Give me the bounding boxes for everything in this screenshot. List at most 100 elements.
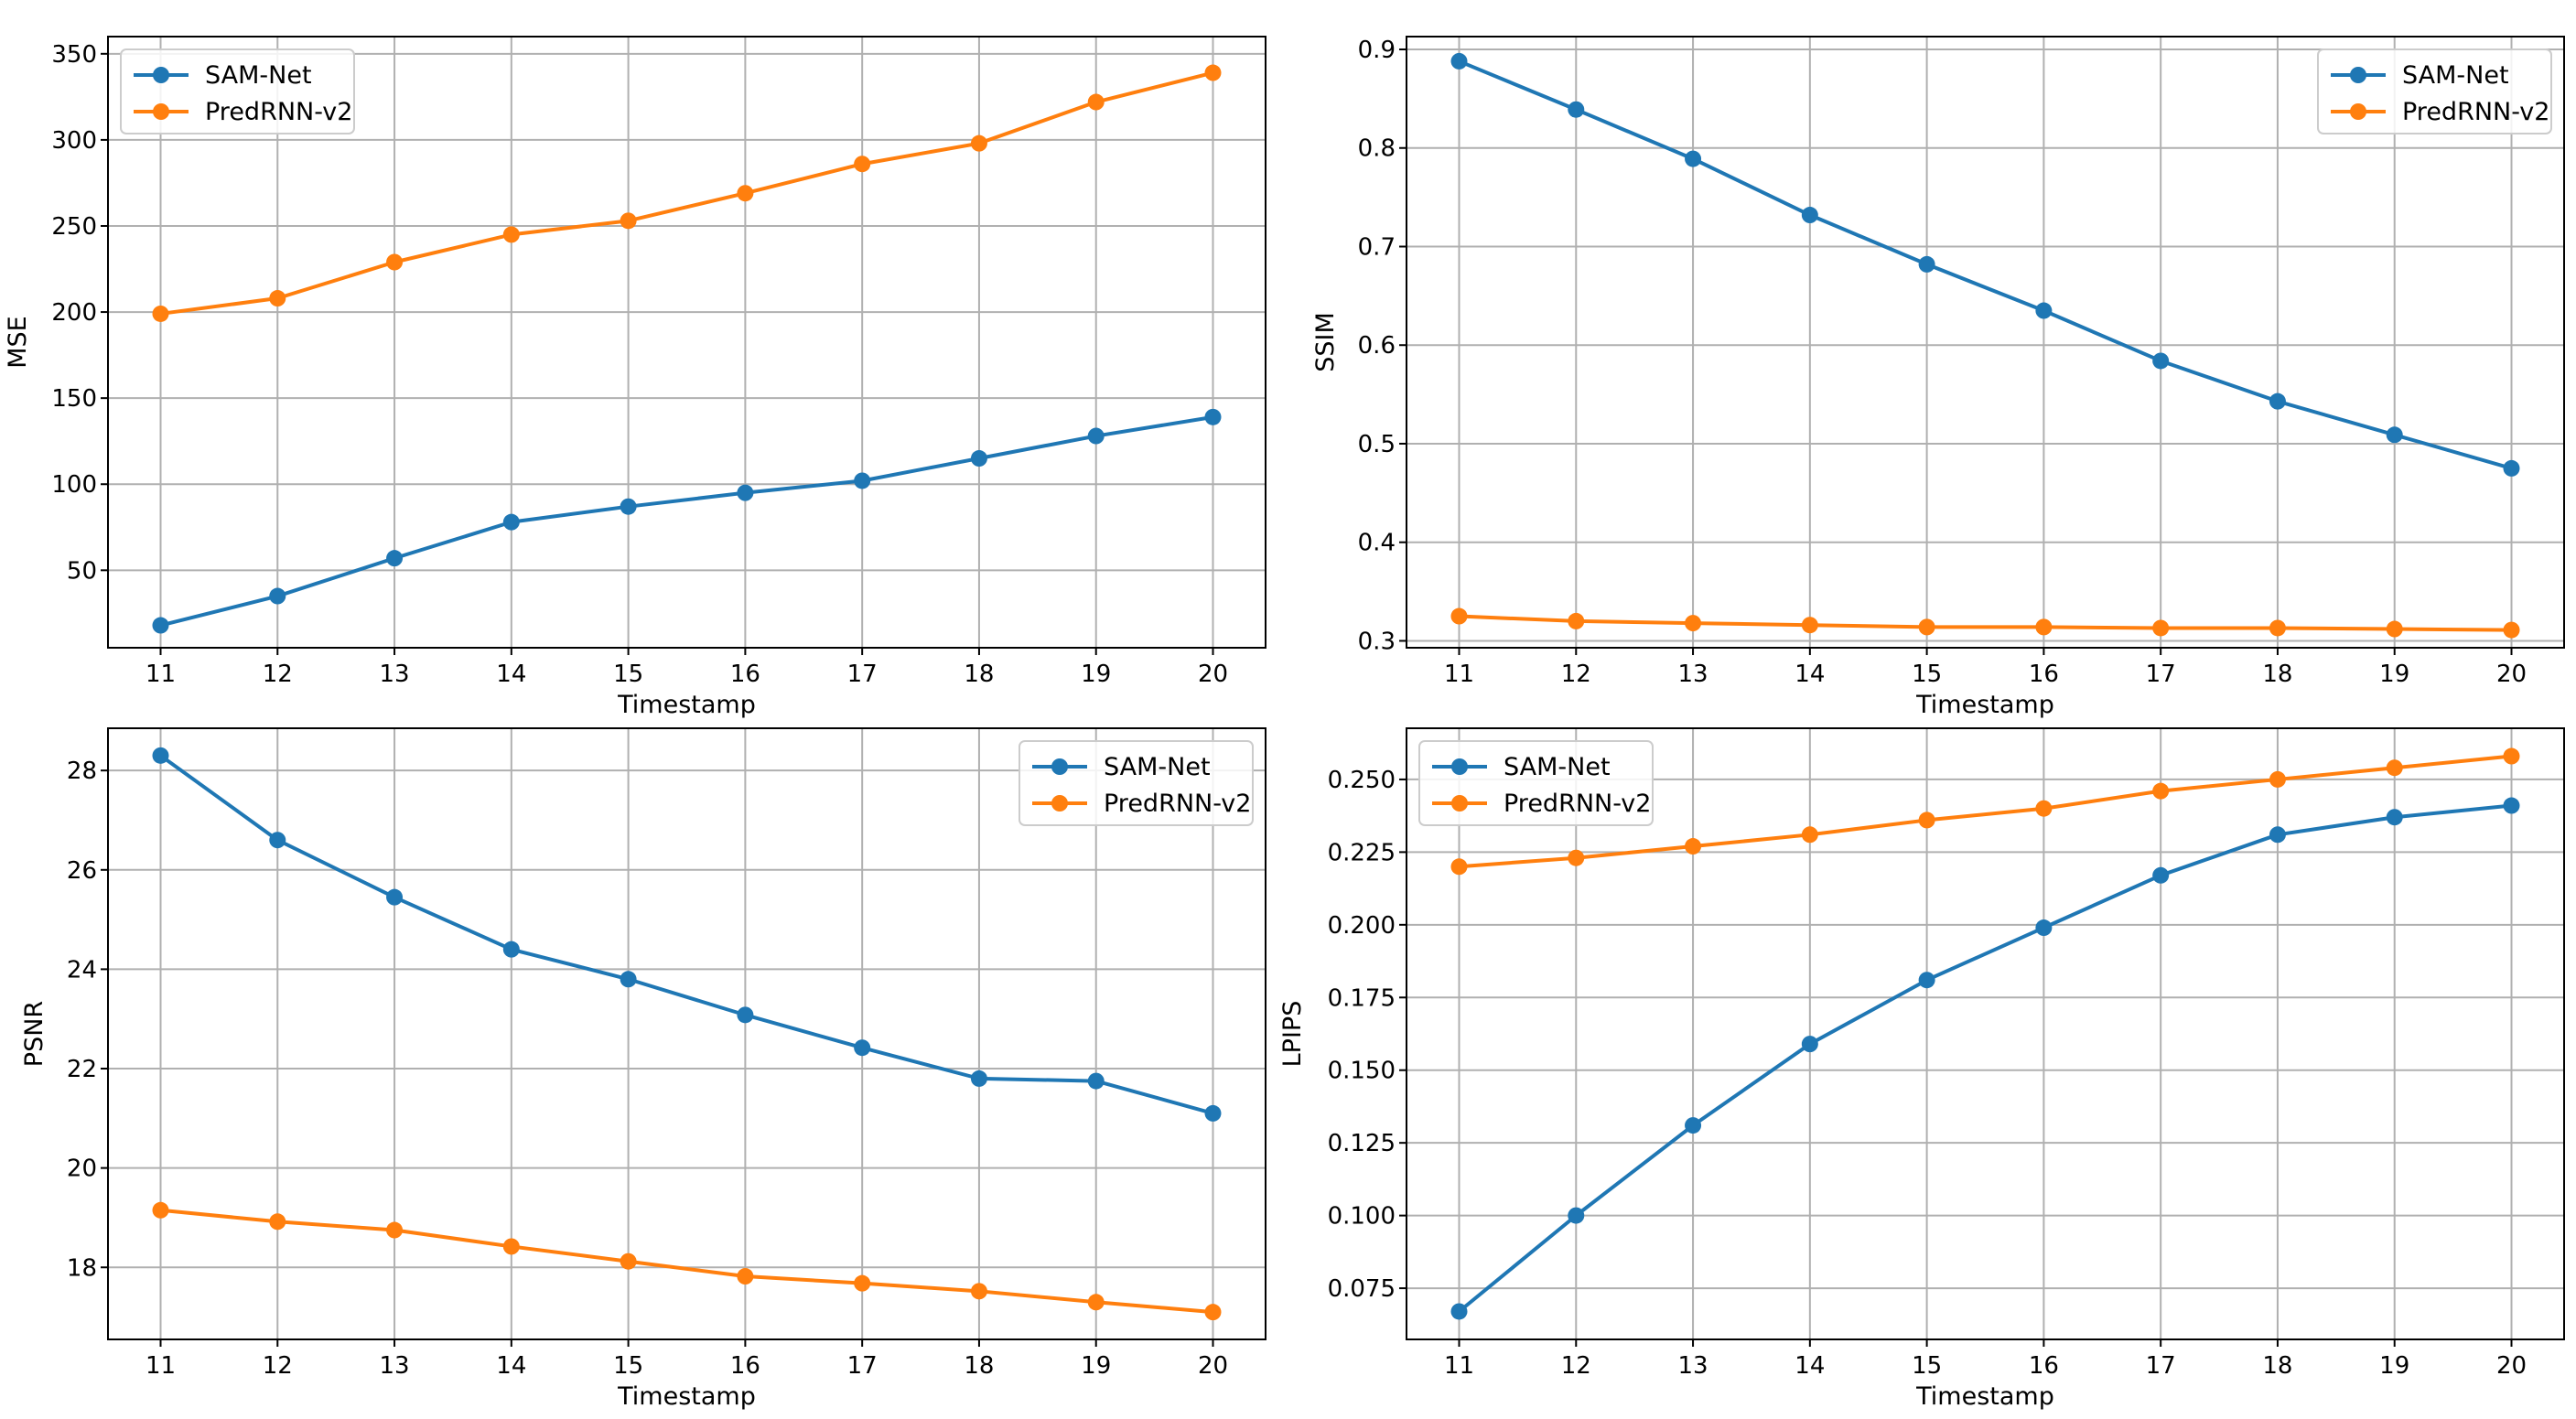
mse-axes-frame [107,36,1266,649]
lpips-y-tick-label: 0.125 [1328,1130,1396,1157]
ssim-x-tick-label: 15 [1912,661,1942,688]
lpips-data-point [2152,782,2170,800]
mse-data-point [502,226,520,243]
psnr-series-line-predrnn-v2 [160,1208,1213,1315]
ssim-x-tick-label: 12 [1561,661,1591,688]
psnr-x-tick-label: 15 [613,1352,643,1380]
ssim-data-point [1918,255,1935,273]
psnr-chart: 11 12 13 14 15 16 17 18 19 20 18 20 22 24 26 28 Timestam… [20,727,1266,1411]
lpips-x-tick-label: 16 [2029,1352,2059,1380]
ssim-data-point [1685,150,1702,167]
ssim-y-tick-label: 0.8 [1358,135,1396,163]
mse-data-point [1204,408,1222,425]
ssim-y-tick-label: 0.9 [1358,37,1396,64]
psnr-x-tick-label: 14 [496,1352,526,1380]
psnr-x-tick-label: 19 [1081,1352,1111,1380]
psnr-data-point [737,1268,754,1285]
psnr-data-point [854,1274,871,1292]
ssim-data-point [1685,615,1702,632]
psnr-data-point [970,1070,987,1087]
psnr-data-point [854,1039,871,1057]
psnr-x-tick-label: 17 [847,1352,878,1380]
mse-x-tick-label: 17 [847,661,878,688]
lpips-data-point [1801,1036,1818,1053]
lpips-legend-swatch-marker [1451,758,1468,775]
ssim-data-point [2035,302,2053,319]
mse-chart: 11 12 13 14 15 16 17 18 19 20 50 100 150 200 250 300 350… [4,36,1266,719]
psnr-series-line-sam-net [159,754,1214,1115]
lpips-x-axis-label: Timestamp [1915,1382,2054,1411]
psnr-data-point [620,1252,637,1270]
lpips-data-point [2152,866,2170,884]
ssim-axes-frame [1406,36,2565,649]
psnr-axes-frame [107,727,1266,1340]
mse-legend-swatch-marker [153,103,169,120]
psnr-data-point [502,1238,520,1255]
lpips-y-tick-label: 0.150 [1328,1058,1396,1085]
mse-x-tick-label: 16 [730,661,760,688]
mse-data-point [970,450,987,468]
mse-data-point [854,156,871,173]
lpips-data-point [2503,797,2520,814]
mse-y-tick-label: 300 [51,127,97,155]
mse-data-point [737,484,754,501]
ssim-x-tick-label: 11 [1444,661,1474,688]
psnr-y-tick-label: 28 [67,758,97,785]
psnr-x-tick-label: 16 [730,1352,760,1380]
ssim-data-point [2152,619,2170,637]
ssim-data-point [2503,459,2520,477]
psnr-x-tick-label: 18 [964,1352,994,1380]
ssim-data-point [1801,207,1818,224]
ssim-y-tick-label: 0.3 [1358,628,1396,655]
ssim-chart: 11 12 13 14 15 16 17 18 19 20 0.3 0.4 0.5 0.6 0.7 0.8 0.… [1311,36,2565,719]
psnr-y-tick-label: 24 [67,956,97,984]
lpips-data-point [1450,858,1468,876]
psnr-data-point [269,1213,286,1231]
mse-data-point [1204,64,1222,81]
ssim-y-tick-label: 0.4 [1358,530,1396,557]
lpips-x-tick-label: 13 [1678,1352,1708,1380]
lpips-data-point [2035,800,2053,817]
mse-x-axis-label: Timestamp [617,691,756,719]
ssim-data-point [2386,426,2403,444]
lpips-x-tick-label: 20 [2496,1352,2527,1380]
psnr-y-tick-label: 22 [67,1056,97,1083]
lpips-y-tick-label: 0.075 [1328,1275,1396,1303]
lpips-data-point [1918,972,1935,989]
mse-x-tick-label: 19 [1081,661,1111,688]
psnr-legend-label: PredRNN-v2 [1104,790,1251,818]
lpips-series-line-predrnn-v2 [1459,754,2512,869]
ssim-x-tick-label: 18 [2262,661,2292,688]
lpips-x-tick-label: 14 [1795,1352,1825,1380]
psnr-data-point [620,971,637,988]
mse-x-tick-label: 15 [613,661,643,688]
mse-data-point [269,290,286,307]
lpips-data-point [1801,826,1818,844]
lpips-data-point [1685,1117,1702,1134]
ssim-series-line-sam-net [1458,59,2513,470]
psnr-legend-swatch-marker [1051,758,1068,775]
ssim-x-tick-label: 16 [2029,661,2059,688]
psnr-data-point [1087,1072,1105,1090]
ssim-legend-swatch-marker [2350,103,2366,120]
mse-data-point [269,587,286,605]
lpips-legend-label: PredRNN-v2 [1504,790,1651,818]
lpips-y-axis-label: LPIPS [1278,1001,1307,1068]
ssim-y-tick-label: 0.7 [1358,233,1396,261]
mse-y-tick-label: 150 [51,385,97,413]
ssim-data-point [2269,392,2286,410]
mse-data-point [620,212,637,230]
mse-data-point [152,305,169,322]
psnr-y-tick-label: 18 [67,1254,97,1282]
ssim-data-point [1801,617,1818,634]
ssim-y-axis-label: SSIM [1311,312,1340,372]
psnr-data-point [502,941,520,958]
ssim-legend-label: SAM-Net [2402,61,2509,90]
mse-data-point [386,550,404,567]
mse-data-point [502,513,520,531]
mse-y-axis-label: MSE [4,316,32,369]
psnr-x-tick-label: 11 [146,1352,176,1380]
mse-y-tick-label: 250 [51,213,97,241]
